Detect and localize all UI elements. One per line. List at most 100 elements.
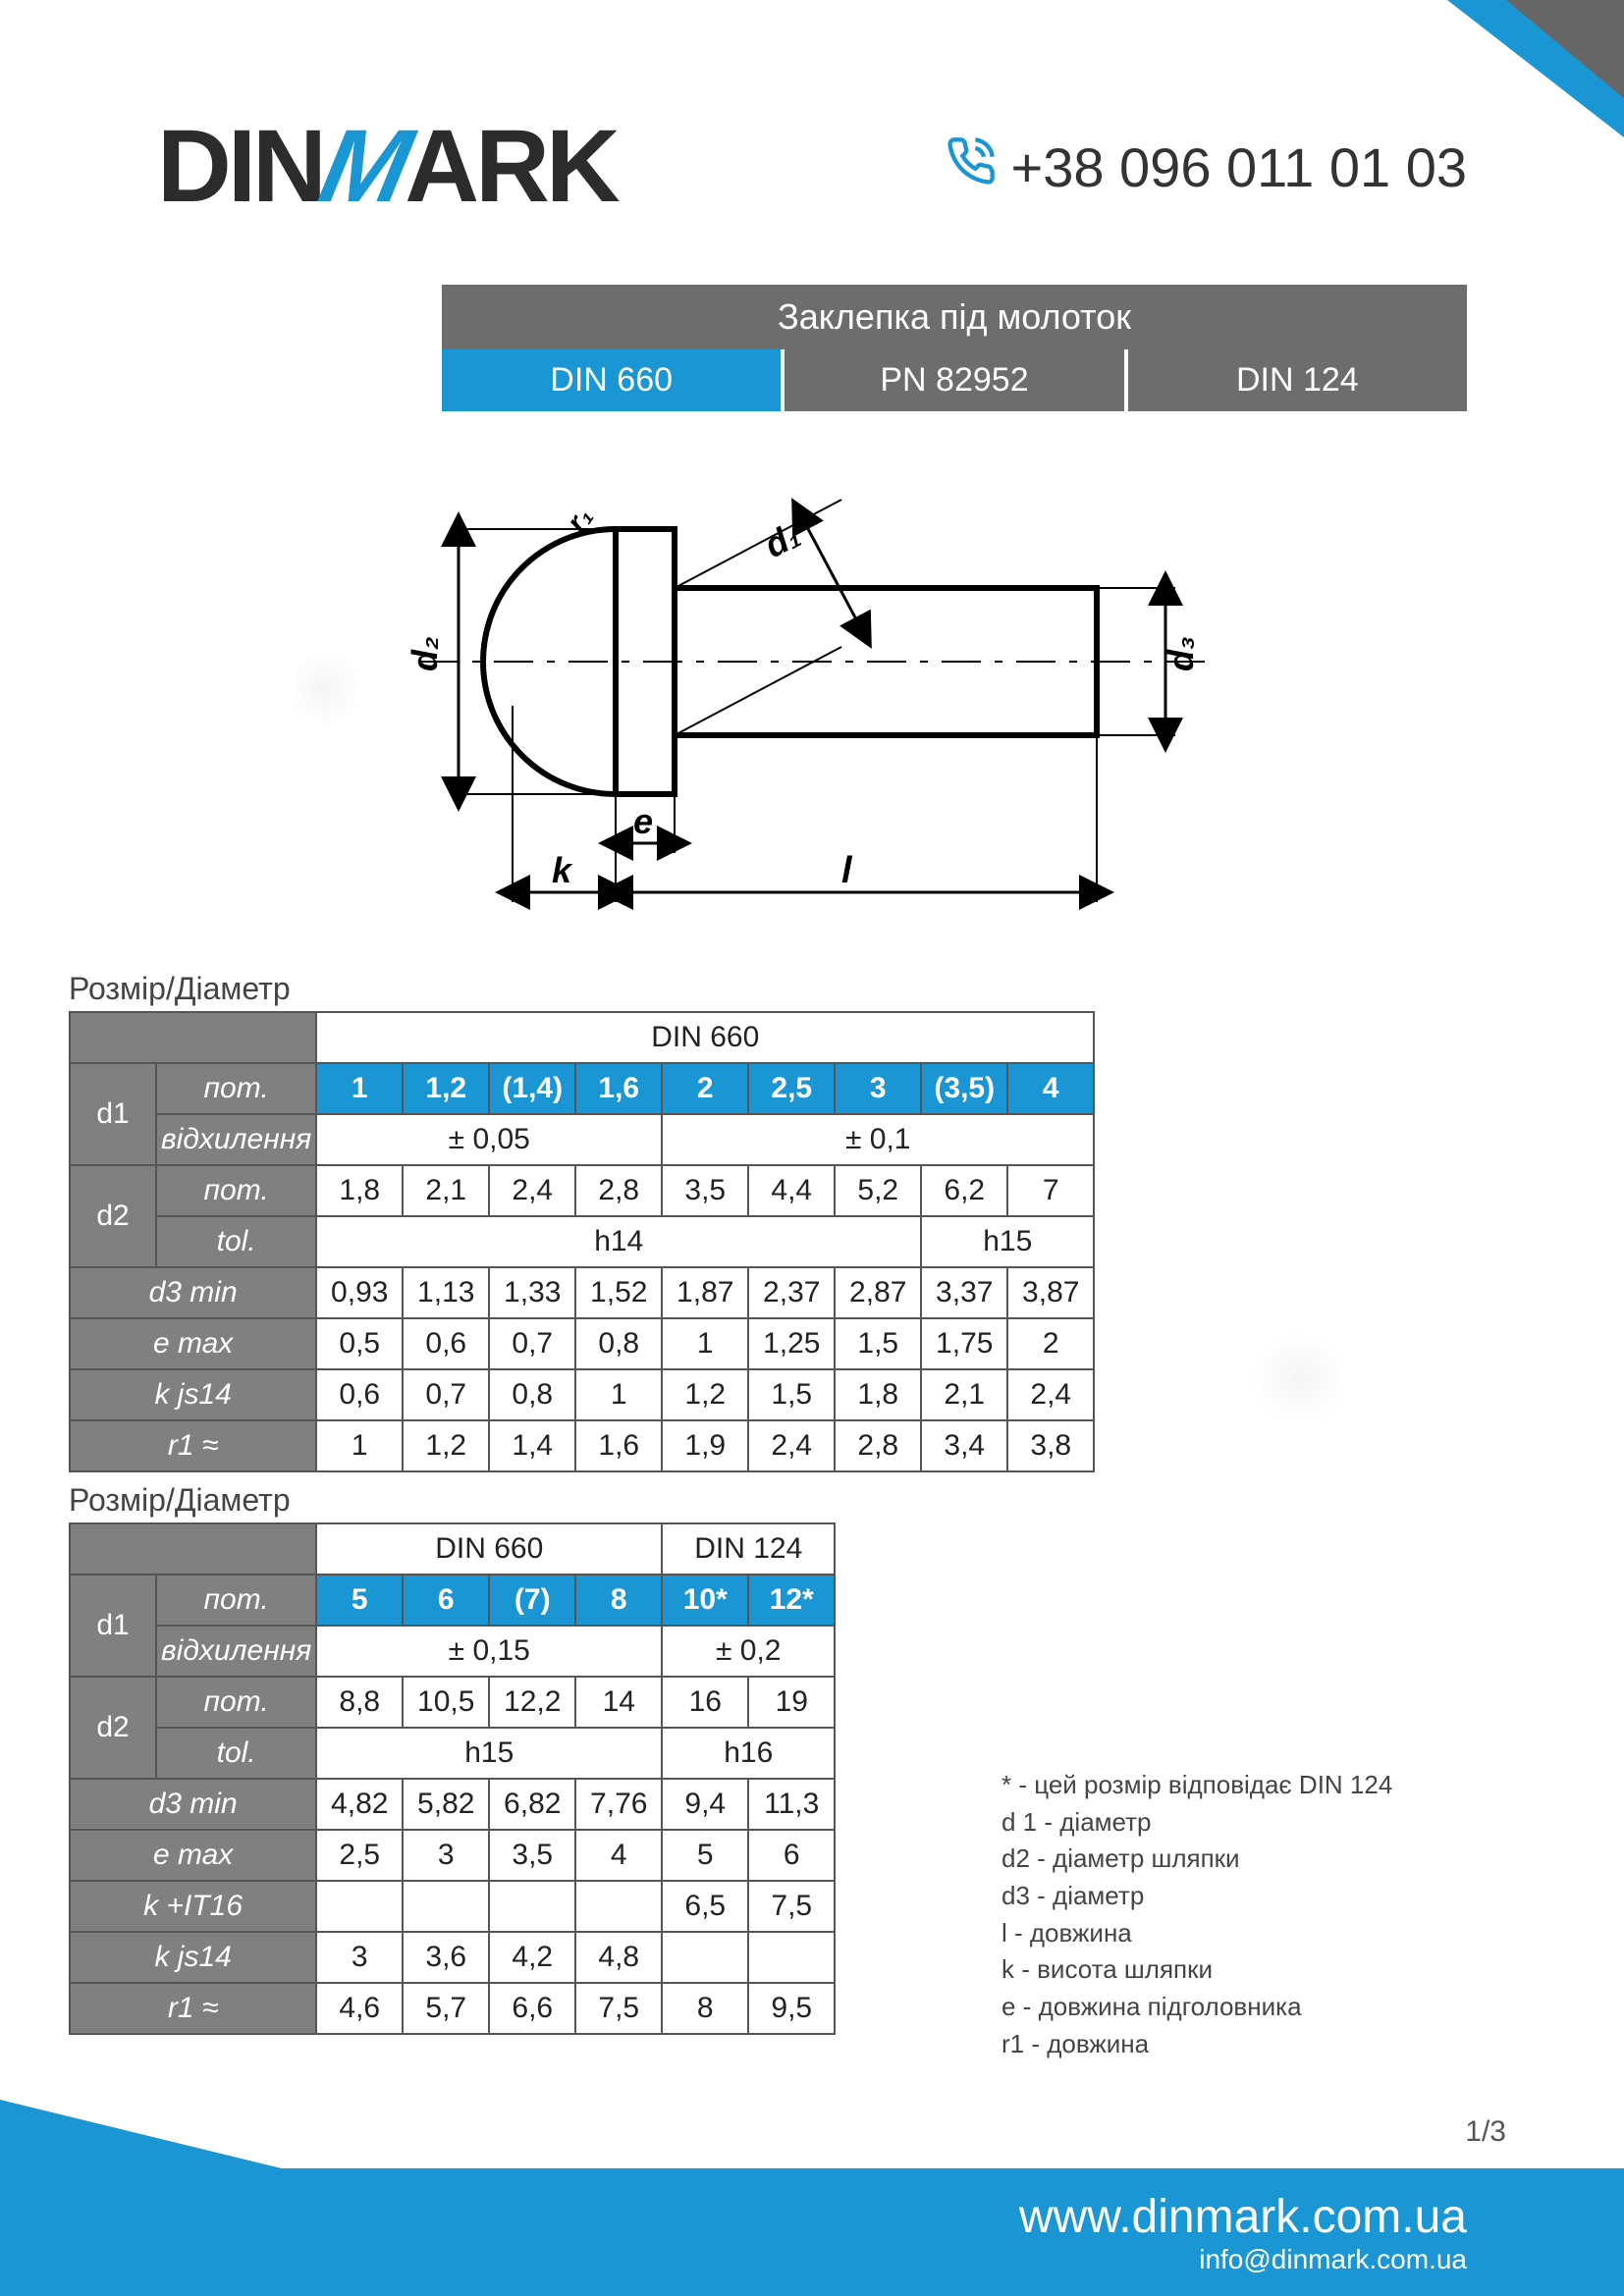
table-cell: 3,87 bbox=[1007, 1267, 1094, 1318]
table-cell: 1,6 bbox=[575, 1063, 662, 1114]
table-cell: 3,5 bbox=[662, 1165, 748, 1216]
table-cell: 4,4 bbox=[748, 1165, 835, 1216]
logo-part1: DIN bbox=[157, 109, 323, 224]
table-cell: пот. bbox=[156, 1165, 316, 1216]
table-cell: 1,8 bbox=[316, 1165, 403, 1216]
table-cell: 1 bbox=[575, 1369, 662, 1420]
table-cell bbox=[403, 1881, 489, 1932]
table-cell: 1,2 bbox=[403, 1420, 489, 1471]
table-cell: ± 0,1 bbox=[662, 1114, 1094, 1165]
table-cell: DIN 660 bbox=[316, 1012, 1094, 1063]
table-row: d2пот.8,810,512,2141619 bbox=[70, 1677, 835, 1728]
table-cell: 1,2 bbox=[403, 1063, 489, 1114]
table-cell: пот. bbox=[156, 1063, 316, 1114]
table-cell: пот. bbox=[156, 1677, 316, 1728]
table-cell bbox=[748, 1932, 835, 1983]
table-cell: 6,6 bbox=[489, 1983, 575, 2034]
table-cell: 6 bbox=[748, 1830, 835, 1881]
table-cell: 1 bbox=[316, 1420, 403, 1471]
table-cell: h16 bbox=[662, 1728, 835, 1779]
footer-email: info@dinmark.com.ua bbox=[1199, 2244, 1467, 2275]
phone-number: +38 096 011 01 03 bbox=[946, 135, 1467, 199]
section-label-2: Розмір/Діаметр bbox=[69, 1482, 1624, 1519]
logo-part3: ARK bbox=[405, 109, 616, 224]
legend-line: d3 - діаметр bbox=[1001, 1878, 1392, 1915]
table-cell: d3 min bbox=[70, 1779, 316, 1830]
table-cell: 4 bbox=[575, 1830, 662, 1881]
table-cell: 10,5 bbox=[403, 1677, 489, 1728]
table-cell: 2,4 bbox=[1007, 1369, 1094, 1420]
table-cell: 3,37 bbox=[921, 1267, 1007, 1318]
table-cell: 7 bbox=[1007, 1165, 1094, 1216]
table-cell: d1 bbox=[70, 1063, 156, 1165]
legend-line: d2 - діаметр шляпки bbox=[1001, 1841, 1392, 1878]
table-cell: 7,5 bbox=[748, 1881, 835, 1932]
table-cell: 0,6 bbox=[316, 1369, 403, 1420]
table-cell: 6 bbox=[403, 1575, 489, 1626]
table-cell: відхилення bbox=[156, 1114, 316, 1165]
table-cell: ± 0,05 bbox=[316, 1114, 662, 1165]
table-cell: 4,82 bbox=[316, 1779, 403, 1830]
table-cell: 0,7 bbox=[403, 1369, 489, 1420]
table-cell bbox=[316, 1881, 403, 1932]
table-cell bbox=[70, 1012, 316, 1063]
table-row: r1 ≈4,65,76,67,589,5 bbox=[70, 1983, 835, 2034]
svg-text:d₂: d₂ bbox=[405, 636, 445, 671]
table-cell: 12,2 bbox=[489, 1677, 575, 1728]
table-cell: 2,5 bbox=[316, 1830, 403, 1881]
table-cell: 3,5 bbox=[489, 1830, 575, 1881]
spec-table-2: DIN 660DIN 124d1пот.56(7)810*12*відхилен… bbox=[69, 1522, 836, 2035]
table-cell: 2 bbox=[662, 1063, 748, 1114]
svg-text:e: e bbox=[633, 801, 653, 841]
table-cell: 3 bbox=[403, 1830, 489, 1881]
table-cell: (3,5) bbox=[921, 1063, 1007, 1114]
table-cell: ± 0,15 bbox=[316, 1626, 662, 1677]
table-cell: tol. bbox=[156, 1216, 316, 1267]
table-row: d3 min4,825,826,827,769,411,3 bbox=[70, 1779, 835, 1830]
table-cell: 8 bbox=[662, 1983, 748, 2034]
phone-icon bbox=[946, 135, 997, 199]
logo-part2: M bbox=[310, 108, 417, 226]
table-cell: 2 bbox=[1007, 1318, 1094, 1369]
table-cell: 4,8 bbox=[575, 1932, 662, 1983]
table-cell: 2,37 bbox=[748, 1267, 835, 1318]
table-row: відхилення± 0,05± 0,1 bbox=[70, 1114, 1094, 1165]
table-cell: 1,2 bbox=[662, 1369, 748, 1420]
footer: www.dinmark.com.ua info@dinmark.com.ua bbox=[0, 2100, 1624, 2296]
table-cell: 1,52 bbox=[575, 1267, 662, 1318]
table-row: k +IT166,57,5 bbox=[70, 1881, 835, 1932]
product-title: Заклепка під молоток bbox=[442, 285, 1467, 349]
table-cell: відхилення bbox=[156, 1626, 316, 1677]
table-cell: 0,8 bbox=[489, 1369, 575, 1420]
table-cell: ± 0,2 bbox=[662, 1626, 835, 1677]
table-cell: 1,6 bbox=[575, 1420, 662, 1471]
table-cell: 16 bbox=[662, 1677, 748, 1728]
table-cell: 1,8 bbox=[835, 1369, 921, 1420]
table-cell: 8,8 bbox=[316, 1677, 403, 1728]
table-cell: 5,7 bbox=[403, 1983, 489, 2034]
table-cell: 1,5 bbox=[748, 1369, 835, 1420]
table-cell: 3,8 bbox=[1007, 1420, 1094, 1471]
table-row: DIN 660DIN 124 bbox=[70, 1523, 835, 1575]
logo: DINMARK bbox=[157, 108, 617, 226]
table-cell: e тах bbox=[70, 1318, 316, 1369]
table-cell: 7,76 bbox=[575, 1779, 662, 1830]
table-cell: DIN 660 bbox=[316, 1523, 662, 1575]
table-cell: 0,93 bbox=[316, 1267, 403, 1318]
table-cell: 11,3 bbox=[748, 1779, 835, 1830]
table-cell: 9,5 bbox=[748, 1983, 835, 2034]
footer-triangle-blue bbox=[0, 2100, 805, 2296]
svg-text:k: k bbox=[552, 850, 573, 890]
table-cell: 1,87 bbox=[662, 1267, 748, 1318]
table-cell: h15 bbox=[316, 1728, 662, 1779]
table-cell: 1,75 bbox=[921, 1318, 1007, 1369]
table-cell: d2 bbox=[70, 1165, 156, 1267]
table-cell: 3,6 bbox=[403, 1932, 489, 1983]
table-cell bbox=[489, 1881, 575, 1932]
phone-text: +38 096 011 01 03 bbox=[1010, 135, 1467, 199]
table-cell: 0,7 bbox=[489, 1318, 575, 1369]
table-cell: 3 bbox=[316, 1932, 403, 1983]
technical-diagram: d₂ d₁ d₃ r₁ e k l bbox=[360, 460, 1264, 941]
table-cell: 1,9 bbox=[662, 1420, 748, 1471]
table-cell: r1 ≈ bbox=[70, 1420, 316, 1471]
